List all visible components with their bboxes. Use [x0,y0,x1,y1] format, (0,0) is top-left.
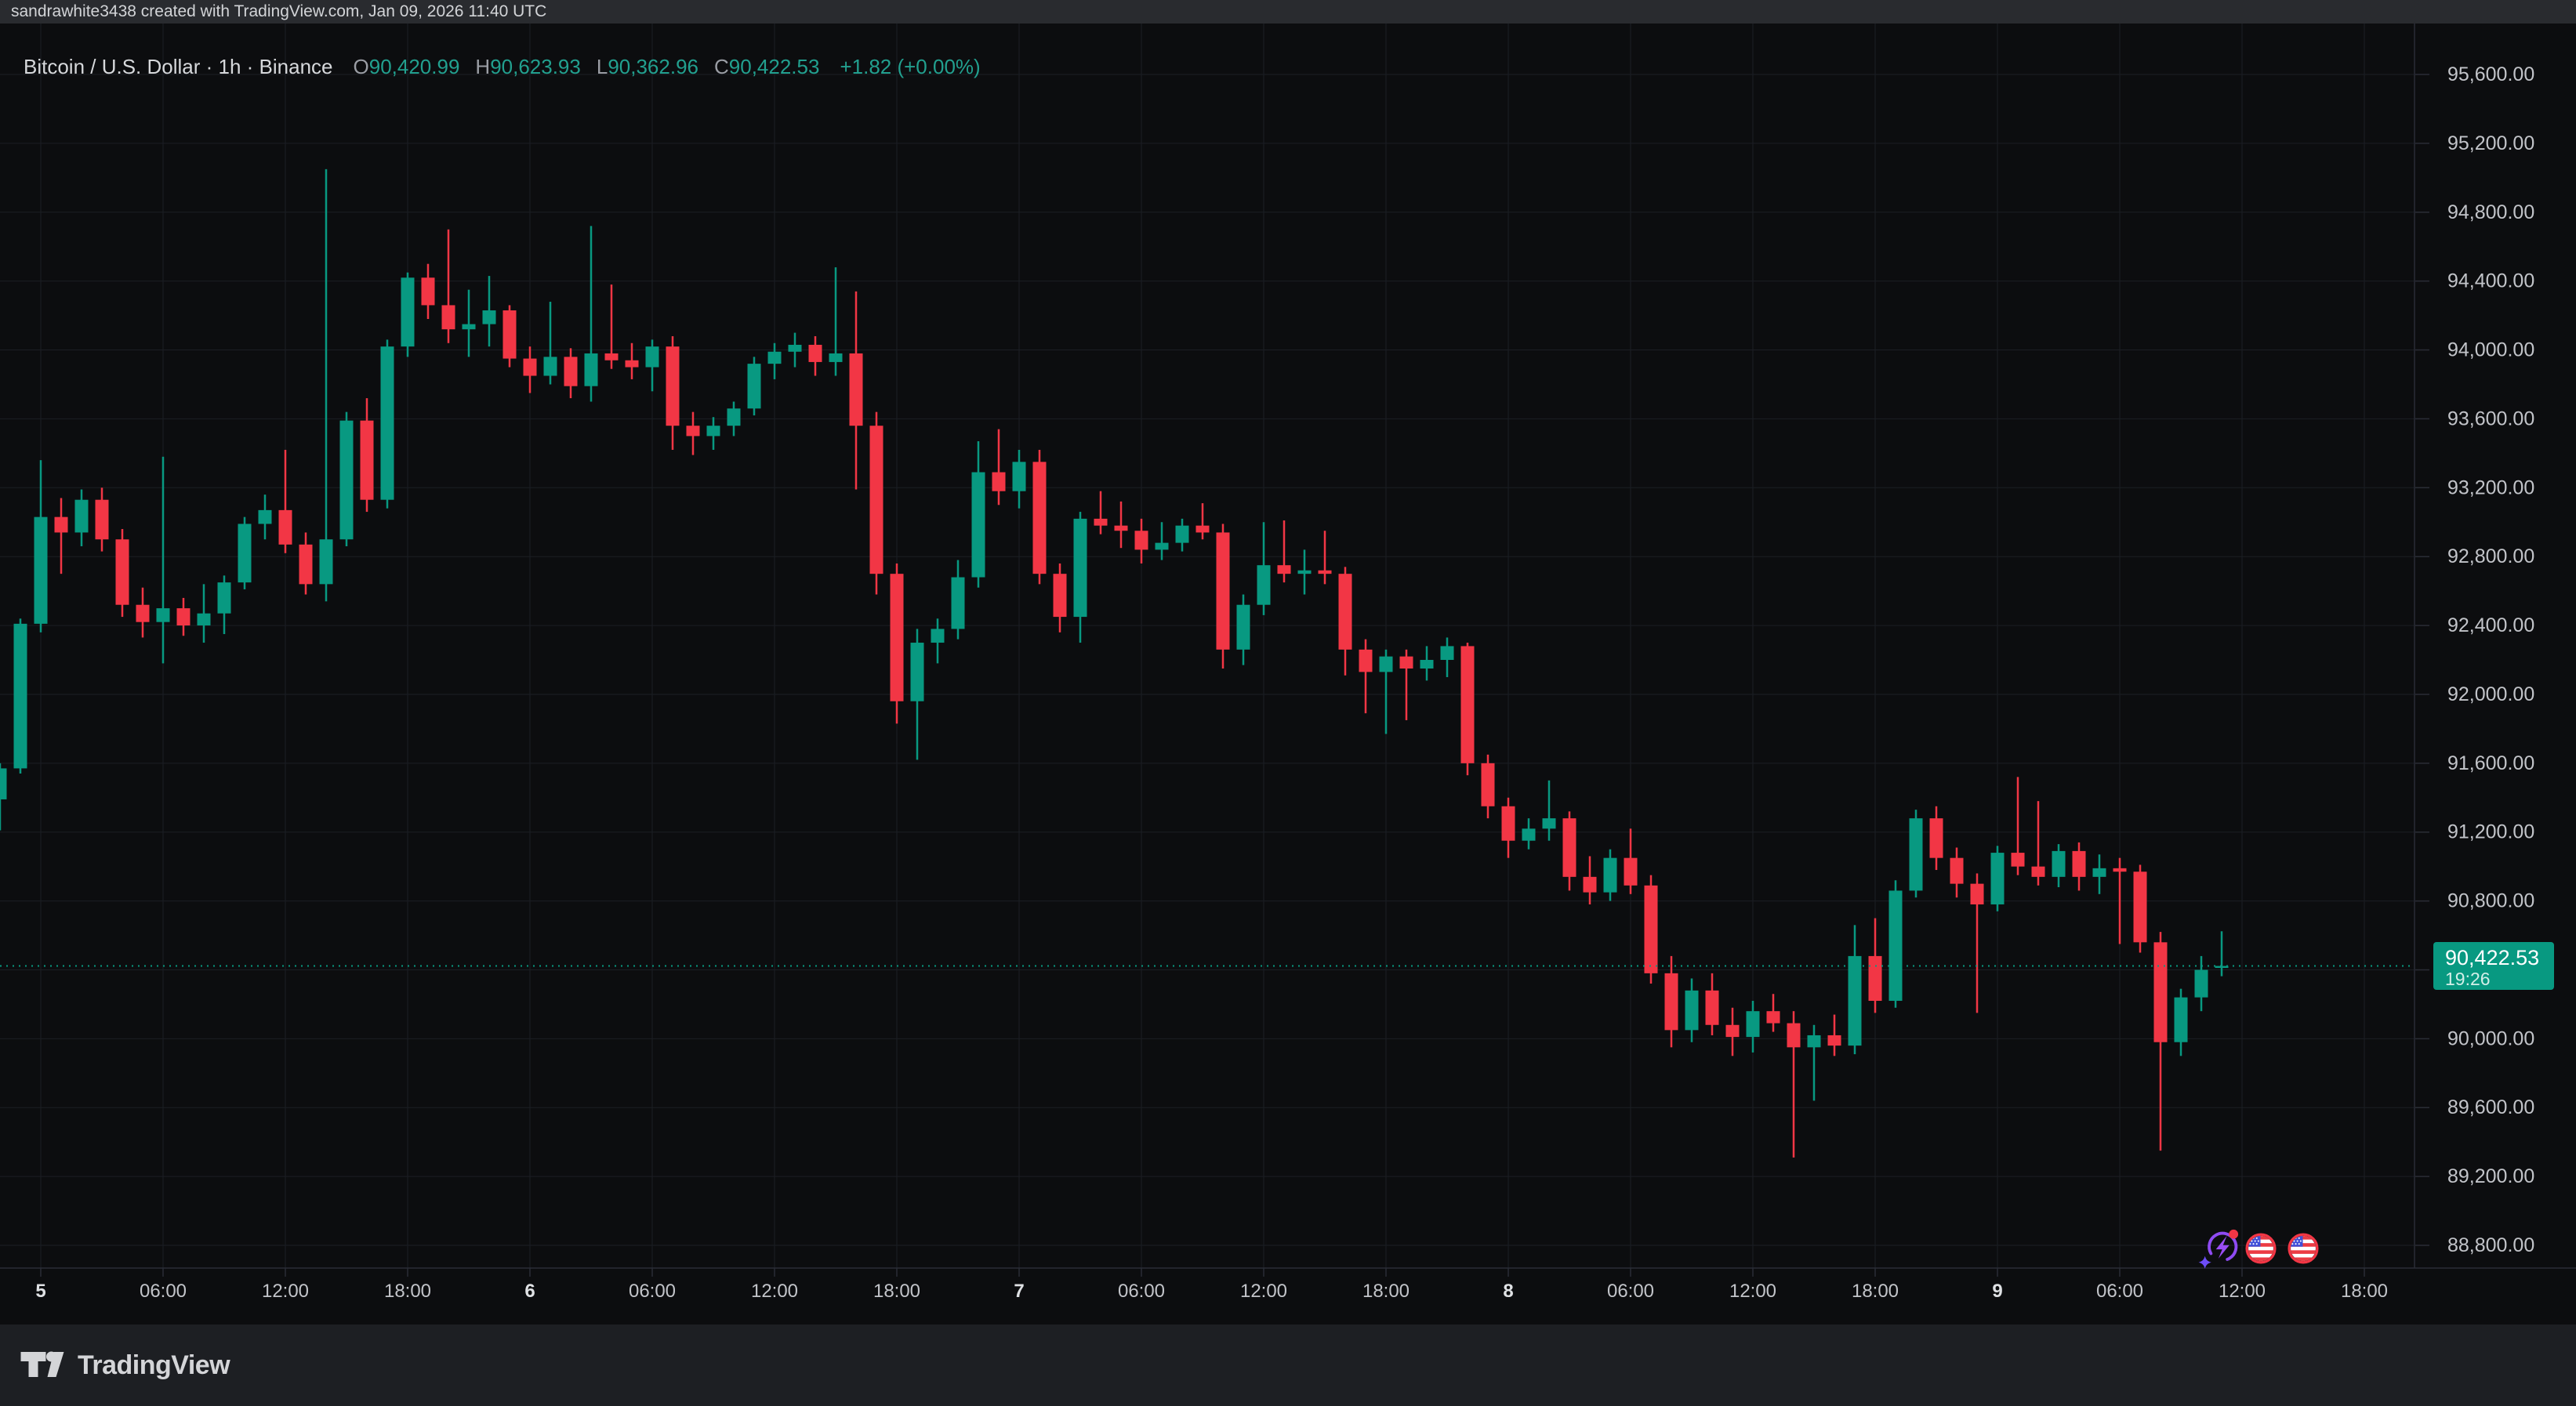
svg-text:89,600.00: 89,600.00 [2447,1096,2534,1118]
svg-text:94,000.00: 94,000.00 [2447,339,2534,361]
svg-text:12:00: 12:00 [2219,1281,2266,1302]
current-price-value: 90,422.53 [2445,946,2540,969]
ai-sparkle-event-icon[interactable] [2197,1226,2243,1275]
svg-text:12:00: 12:00 [262,1281,309,1302]
footer-bar: TradingView [0,1324,2576,1406]
svg-text:93,600.00: 93,600.00 [2447,408,2534,429]
svg-text:06:00: 06:00 [2096,1281,2143,1302]
svg-text:88,800.00: 88,800.00 [2447,1234,2534,1256]
svg-text:90,800.00: 90,800.00 [2447,890,2534,912]
svg-text:18:00: 18:00 [384,1281,431,1302]
svg-text:94,400.00: 94,400.00 [2447,270,2534,292]
svg-text:90,000.00: 90,000.00 [2447,1027,2534,1049]
svg-text:92,000.00: 92,000.00 [2447,683,2534,705]
svg-text:91,600.00: 91,600.00 [2447,752,2534,774]
bar-countdown: 19:26 [2445,969,2491,989]
svg-text:8: 8 [1503,1281,1513,1302]
svg-text:18:00: 18:00 [2341,1281,2388,1302]
svg-text:06:00: 06:00 [140,1281,187,1302]
svg-text:95,600.00: 95,600.00 [2447,63,2534,85]
svg-text:93,200.00: 93,200.00 [2447,477,2534,498]
legend-open: O90,420.99 [353,55,460,78]
svg-text:18:00: 18:00 [873,1281,920,1302]
svg-text:9: 9 [1992,1281,2002,1302]
svg-text:7: 7 [1014,1281,1024,1302]
svg-text:06:00: 06:00 [1607,1281,1654,1302]
svg-text:18:00: 18:00 [1852,1281,1899,1302]
legend-close: C90,422.53 [714,55,820,78]
svg-text:94,800.00: 94,800.00 [2447,201,2534,223]
svg-text:06:00: 06:00 [629,1281,676,1302]
svg-text:12:00: 12:00 [1240,1281,1287,1302]
us-flag-event-icon[interactable] [2244,1232,2277,1269]
svg-text:18:00: 18:00 [1362,1281,1410,1302]
legend-low: L90,362.96 [596,55,698,78]
attribution-bar: sandrawhite3438 created with TradingView… [0,0,2576,24]
svg-text:92,400.00: 92,400.00 [2447,614,2534,636]
svg-text:92,800.00: 92,800.00 [2447,545,2534,567]
svg-text:06:00: 06:00 [1118,1281,1165,1302]
svg-text:91,200.00: 91,200.00 [2447,821,2534,843]
attribution-text: sandrawhite3438 created with TradingView… [11,2,547,20]
tradingview-logo-icon[interactable] [19,1346,65,1386]
current-price-label[interactable]: 90,422.53 19:26 [2433,942,2554,990]
svg-text:12:00: 12:00 [751,1281,798,1302]
svg-text:6: 6 [524,1281,535,1302]
svg-text:5: 5 [35,1281,45,1302]
tradingview-logo-text[interactable]: TradingView [78,1350,230,1380]
svg-text:12:00: 12:00 [1729,1281,1776,1302]
svg-text:89,200.00: 89,200.00 [2447,1165,2534,1187]
legend-change: +1.82 (+0.00%) [840,55,981,78]
svg-text:95,200.00: 95,200.00 [2447,132,2534,154]
legend-high: H90,623.93 [475,55,581,78]
symbol-title[interactable]: Bitcoin / U.S. Dollar · 1h · Binance [24,55,333,78]
symbol-legend: Bitcoin / U.S. Dollar · 1h · Binance O90… [24,55,981,79]
us-flag-event-icon[interactable] [2287,1232,2320,1269]
